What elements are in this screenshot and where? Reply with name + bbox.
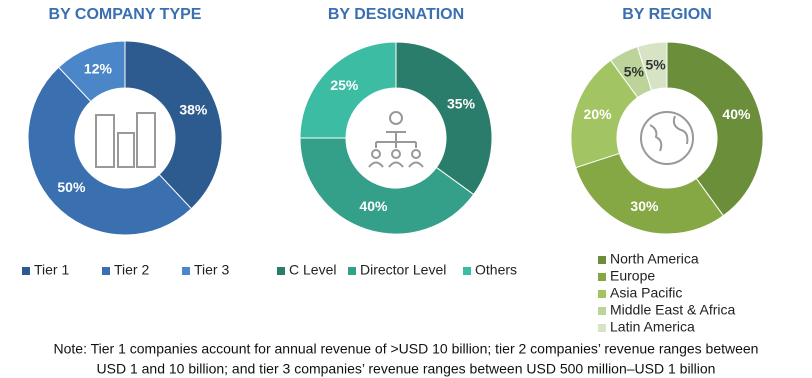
legend-swatch — [182, 267, 190, 275]
legend-label: Tier 1 — [34, 262, 69, 278]
legend-label: Tier 3 — [194, 262, 229, 278]
value-label: 5% — [645, 57, 666, 73]
legend-swatch — [598, 256, 606, 264]
legend-swatch — [598, 307, 606, 315]
note: USD 1 and 10 billion; and tier 3 compani… — [97, 361, 716, 377]
value-label: 5% — [624, 64, 645, 80]
value-label: 50% — [57, 179, 86, 195]
icon-people — [368, 111, 424, 168]
legend-swatch — [277, 267, 285, 275]
legend-label: Others — [475, 262, 517, 278]
icon-globe — [640, 111, 694, 165]
slice — [124, 40, 223, 210]
value-label: 25% — [330, 77, 359, 93]
slice — [27, 66, 193, 236]
legend-label: Latin America — [610, 319, 695, 335]
legend-swatch — [348, 267, 356, 275]
slice — [299, 41, 397, 139]
value-label: 35% — [447, 96, 476, 112]
icon-buildings — [95, 112, 156, 168]
legend-label: Middle East & Africa — [610, 302, 735, 318]
slice — [666, 41, 764, 217]
legend-label: North America — [610, 251, 699, 267]
legend-label: Europe — [610, 268, 655, 284]
chart-title: BY DESIGNATION — [328, 6, 464, 23]
legend-swatch — [598, 324, 606, 332]
value-label: 20% — [584, 106, 613, 122]
slice — [609, 46, 653, 99]
chart-title: BY REGION — [622, 6, 712, 23]
chart-title: BY COMPANY TYPE — [49, 6, 202, 23]
legend-label: Director Level — [360, 262, 446, 278]
slice — [395, 41, 493, 196]
value-label: 40% — [722, 106, 751, 122]
legend-swatch — [598, 290, 606, 298]
slice — [299, 137, 475, 235]
legend-swatch — [102, 267, 110, 275]
slice — [575, 152, 725, 235]
value-label: 40% — [359, 198, 388, 214]
legend-label: Tier 2 — [114, 262, 149, 278]
legend-swatch — [463, 267, 471, 275]
value-label: 38% — [179, 102, 208, 118]
value-label: 12% — [84, 60, 113, 76]
legend-swatch — [598, 273, 606, 281]
note: Note: Tier 1 companies account for annua… — [54, 341, 759, 357]
slice — [570, 59, 639, 169]
legend-swatch — [22, 267, 30, 275]
legend-label: Asia Pacific — [610, 285, 682, 301]
legend-label: C Level — [289, 262, 336, 278]
value-label: 30% — [630, 198, 659, 214]
